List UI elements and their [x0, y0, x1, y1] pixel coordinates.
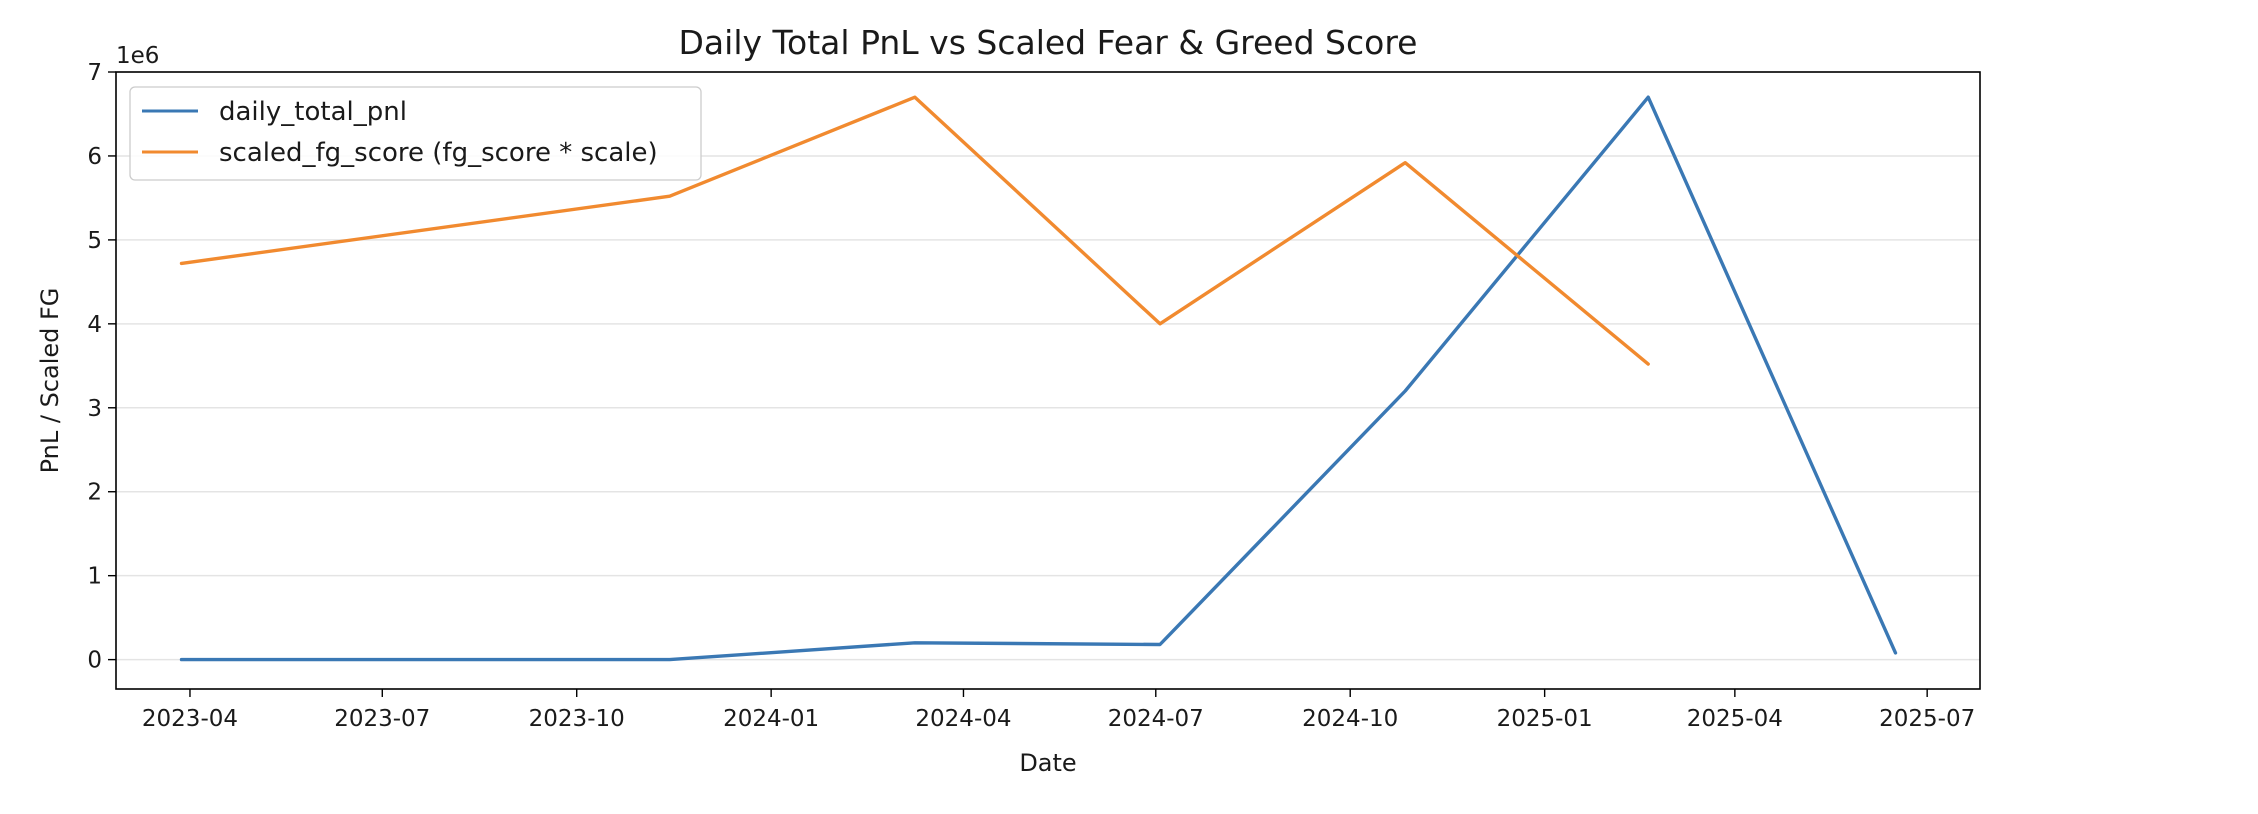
legend-box	[129, 86, 702, 181]
x-tick-label: 2024-01	[723, 706, 819, 732]
x-tick-label: 2025-04	[1687, 706, 1783, 732]
y-tick-label: 4	[87, 312, 102, 338]
y-tick-label: 1	[87, 564, 102, 590]
x-tick-label: 2023-10	[529, 706, 625, 732]
legend-label-scaled-fg-score: scaled_fg_score (fg_score * scale)	[219, 138, 658, 168]
chart-title: Daily Total PnL vs Scaled Fear & Greed S…	[679, 23, 1418, 62]
series-lines	[179, 95, 1898, 662]
x-tick-label: 2025-01	[1497, 706, 1593, 732]
x-tick-label: 2024-04	[915, 706, 1011, 732]
legend-label-daily-total-pnl: daily_total_pnl	[219, 97, 407, 127]
axis-ticks: 0 1 2 3 4 5 6 7 2023-04 2023-07 2023-10 2024-01 2024…	[87, 60, 1975, 732]
x-tick-label: 2024-07	[1108, 706, 1204, 732]
y-axis-label: PnL / Scaled FG	[36, 288, 64, 474]
y-tick-label: 0	[87, 648, 102, 674]
y-tick-label: 7	[87, 60, 102, 86]
series-line-daily-total-pnl	[179, 95, 1898, 662]
x-tick-label: 2023-04	[142, 706, 238, 732]
y-tick-label: 5	[87, 228, 102, 254]
y-tick-label: 3	[87, 396, 102, 422]
x-tick-label: 2024-10	[1302, 706, 1398, 732]
plot-frame	[115, 71, 1981, 690]
legend[interactable]: daily_total_pnl scaled_fg_score (fg_scor…	[129, 86, 702, 181]
x-tick-label: 2023-07	[334, 706, 430, 732]
x-axis-label: Date	[1019, 749, 1076, 777]
y-tick-label: 2	[87, 480, 102, 506]
x-tick-label: 2025-07	[1879, 706, 1975, 732]
y-tick-label: 6	[87, 144, 102, 170]
series-line-scaled-fg-score	[179, 95, 1650, 366]
y-offset-text: 1e6	[116, 43, 159, 69]
